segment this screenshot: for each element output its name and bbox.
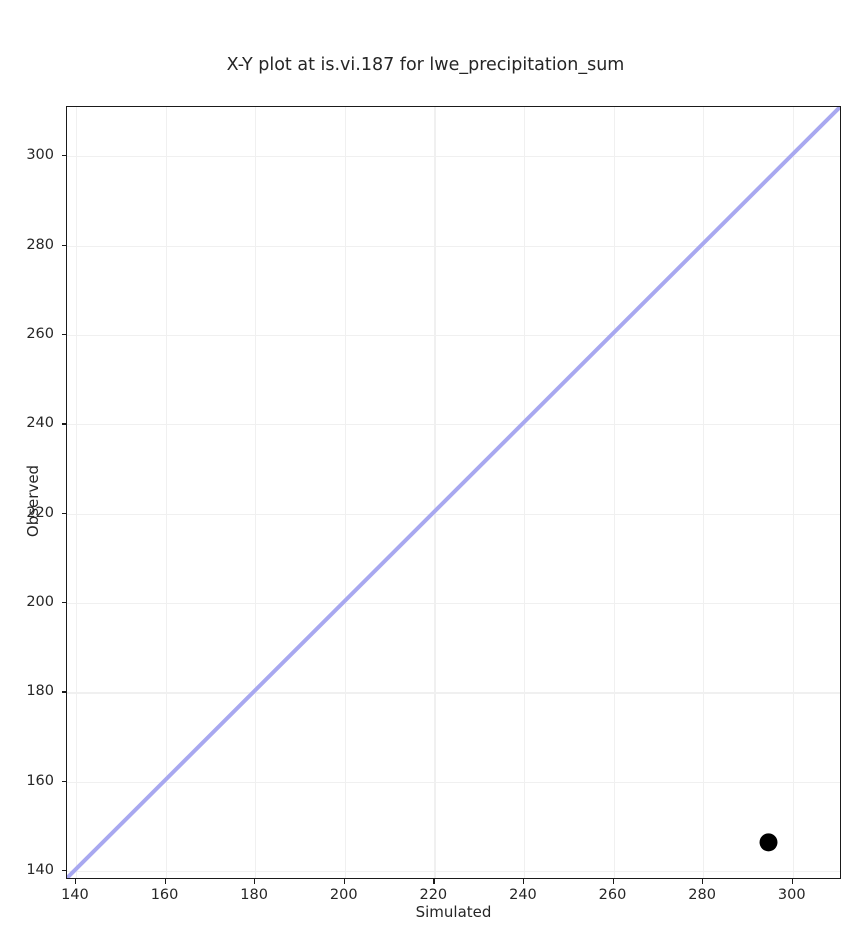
- y-tick-mark-300: [61, 155, 66, 157]
- x-tick-mark-240: [522, 879, 525, 884]
- y-tick-label-280: 280: [26, 236, 54, 253]
- x-tick-label-160: 160: [150, 887, 179, 903]
- x-tick-label-240: 240: [509, 887, 537, 903]
- y-tick-label-140: 140: [26, 862, 54, 879]
- y-tick-mark-160: [61, 780, 66, 782]
- y-tick-mark-140: [61, 870, 66, 872]
- y-tick-label-180: 180: [26, 683, 54, 700]
- x-tick-mark-300: [791, 879, 794, 884]
- y-tick-mark-220: [61, 512, 66, 514]
- x-tick-mark-200: [343, 879, 346, 884]
- x-tick-label-200: 200: [329, 887, 358, 903]
- gridline-horizontal-200: [67, 602, 840, 605]
- gridline-horizontal-300: [67, 156, 840, 158]
- y-tick-label-220: 220: [26, 504, 54, 521]
- y-tick-mark-280: [61, 244, 66, 246]
- y-tick-label-160: 160: [26, 772, 54, 789]
- gridline-horizontal-180: [67, 692, 840, 694]
- gridline-vertical-240: [523, 107, 526, 878]
- x-tick-mark-140: [74, 879, 77, 884]
- x-tick-mark-280: [702, 879, 704, 884]
- gridline-vertical-220: [434, 107, 436, 878]
- x-tick-label-260: 260: [598, 887, 627, 903]
- y-tick-mark-200: [61, 601, 66, 604]
- gridline-horizontal-280: [67, 245, 840, 247]
- x-tick-mark-160: [164, 879, 166, 884]
- gridline-horizontal-240: [67, 424, 840, 426]
- gridline-vertical-300: [792, 107, 794, 878]
- identity-line: [67, 107, 840, 878]
- x-tick-mark-180: [254, 879, 256, 884]
- gridline-vertical-180: [255, 107, 257, 878]
- data-layer: [67, 107, 840, 878]
- x-axis-label: Simulated: [415, 903, 492, 921]
- gridline-vertical-140: [75, 107, 78, 878]
- x-tick-label-280: 280: [688, 887, 716, 903]
- y-tick-label-260: 260: [26, 325, 54, 342]
- x-tick-mark-220: [433, 879, 435, 884]
- gridline-vertical-260: [613, 107, 615, 878]
- gridline-horizontal-140: [67, 871, 840, 873]
- y-tick-mark-260: [61, 333, 66, 336]
- x-tick-label-300: 300: [777, 887, 806, 903]
- gridline-horizontal-220: [67, 513, 840, 515]
- gridline-vertical-200: [344, 107, 346, 878]
- x-tick-label-140: 140: [61, 887, 89, 903]
- y-tick-mark-240: [61, 423, 66, 425]
- gridline-vertical-160: [165, 107, 167, 878]
- gridline-horizontal-260: [67, 334, 840, 337]
- y-tick-mark-180: [61, 691, 66, 693]
- chart-title-line-1: X-Y plot at is.vi.187 for lwe_precipitat…: [226, 55, 625, 75]
- x-tick-label-220: 220: [419, 887, 448, 903]
- y-axis-label: Observed: [24, 464, 42, 538]
- gridline-horizontal-160: [67, 781, 840, 783]
- x-tick-mark-260: [612, 879, 614, 884]
- x-tick-label-180: 180: [240, 887, 268, 903]
- plot-area: [66, 106, 841, 879]
- gridline-vertical-280: [703, 107, 705, 878]
- y-tick-label-200: 200: [26, 593, 54, 610]
- data-point-marker[interactable]: [759, 833, 778, 852]
- y-tick-label-240: 240: [26, 415, 54, 432]
- y-tick-label-300: 300: [26, 147, 54, 164]
